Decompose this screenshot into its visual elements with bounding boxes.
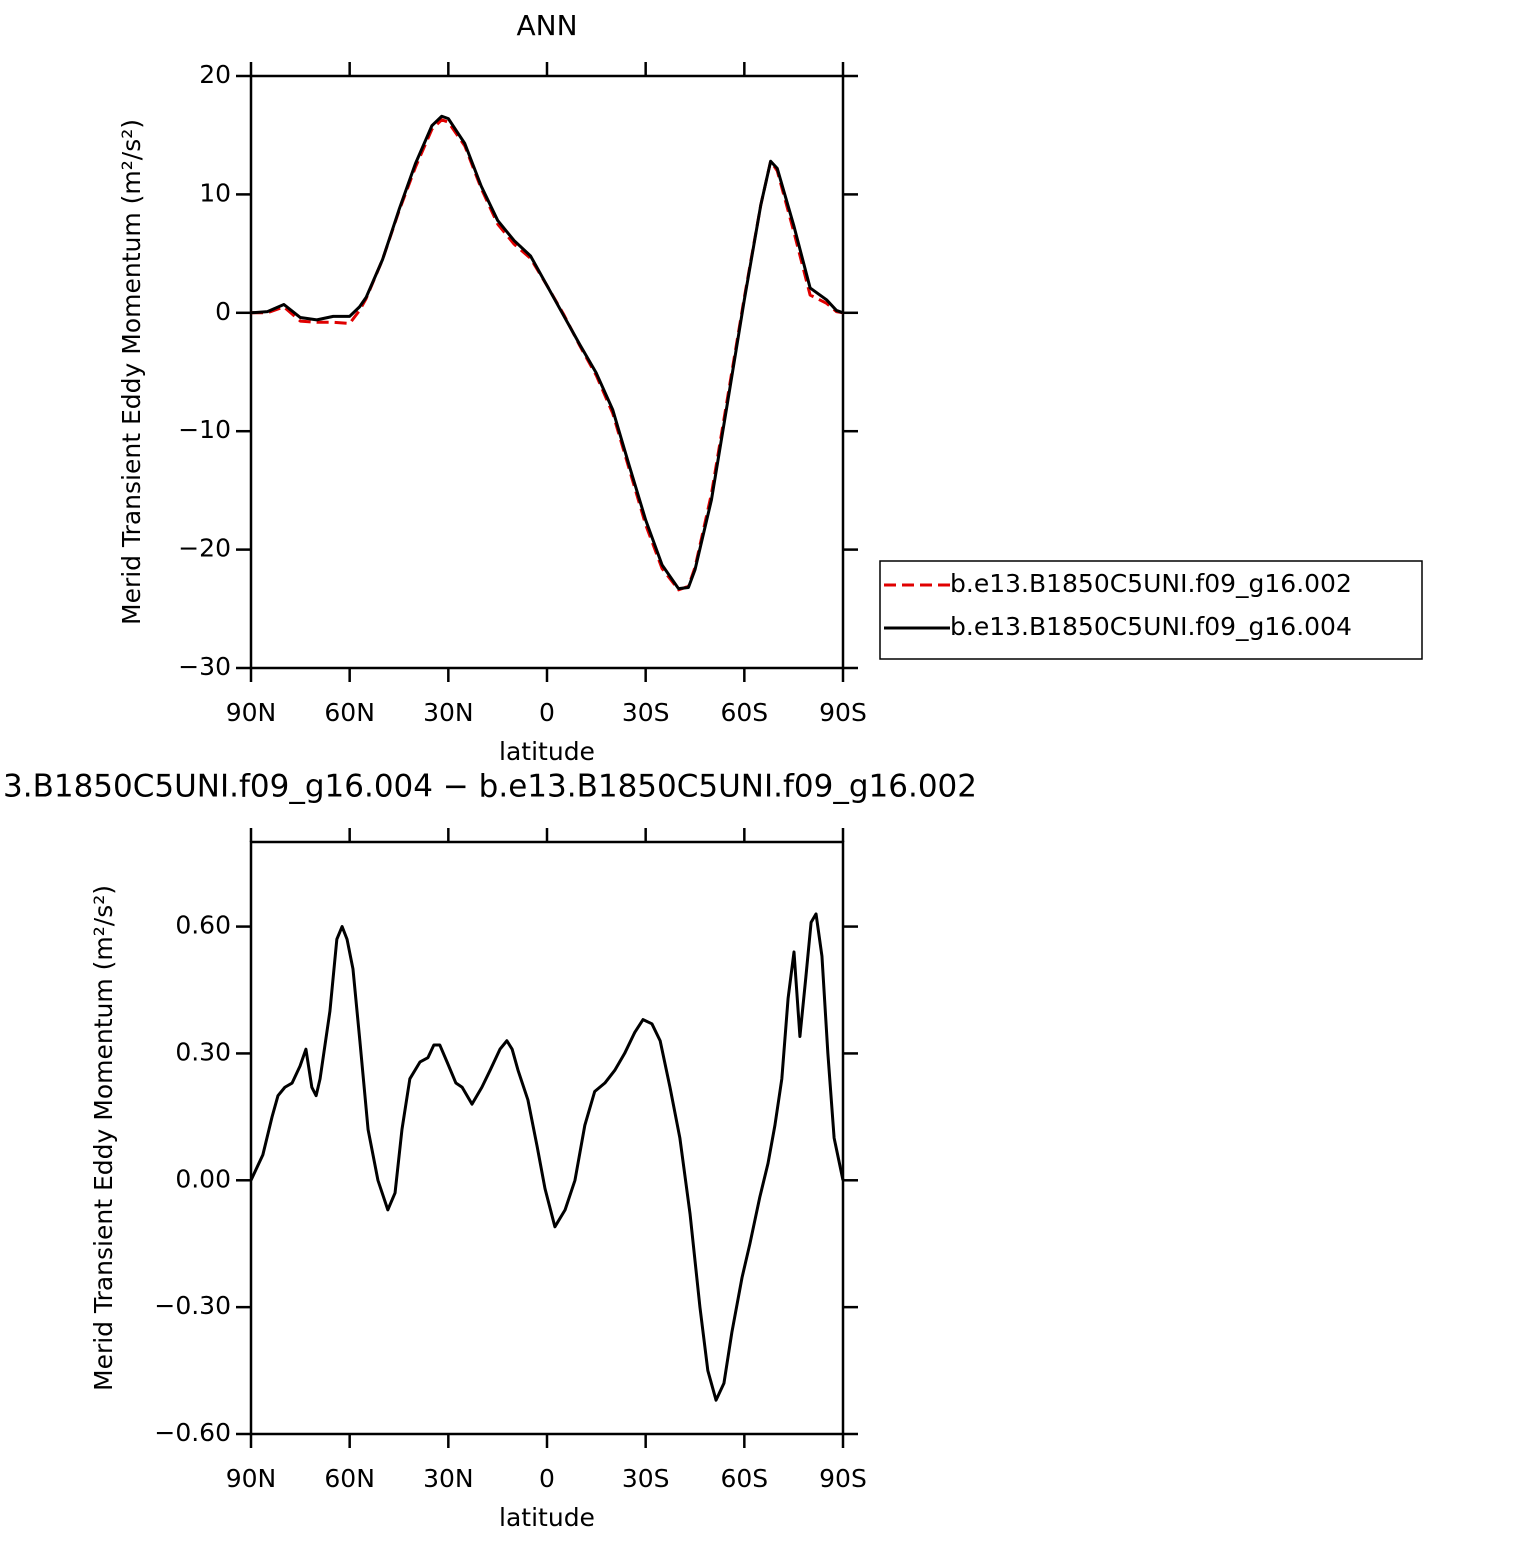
y-tick-label: 0.30 — [175, 1037, 231, 1066]
y-tick-label: 20 — [199, 60, 231, 89]
x-tick-label: 60N — [324, 1464, 375, 1493]
data-line — [249, 912, 845, 1402]
y-tick-label: 0.60 — [175, 911, 231, 940]
chart-title: ANN — [516, 9, 577, 42]
legend-label: b.e13.B1850C5UNI.f09_g16.004 — [950, 612, 1352, 641]
y-tick-label: −10 — [178, 415, 231, 444]
data-line — [251, 118, 844, 592]
x-tick-label: 90N — [226, 698, 277, 727]
x-tick-label: 30N — [423, 1464, 474, 1493]
chart-title: 3.B1850C5UNI.f09_g16.004 − b.e13.B1850C5… — [3, 769, 977, 805]
x-tick-label: 60S — [720, 698, 768, 727]
x-tick-label: 90S — [819, 1464, 867, 1493]
y-tick-label: 10 — [199, 178, 231, 207]
y-tick-label: 0.00 — [175, 1164, 231, 1193]
x-tick-label: 60N — [324, 698, 375, 727]
y-axis-label: Merid Transient Eddy Momentum (m²/s²) — [89, 885, 118, 1391]
x-tick-label: 90S — [819, 698, 867, 727]
y-axis-label: Merid Transient Eddy Momentum (m²/s²) — [117, 119, 146, 625]
legend-label: b.e13.B1850C5UNI.f09_g16.002 — [950, 569, 1352, 598]
x-axis-label: latitude — [499, 1503, 595, 1532]
y-tick-label: −0.30 — [154, 1291, 231, 1320]
y-tick-label: 0 — [215, 297, 231, 326]
y-tick-label: −20 — [178, 534, 231, 563]
x-tick-label: 0 — [539, 698, 555, 727]
x-tick-label: 60S — [720, 1464, 768, 1493]
x-tick-label: 30S — [622, 1464, 670, 1493]
plot-frame — [249, 74, 845, 670]
data-line — [250, 114, 844, 591]
x-tick-label: 30S — [622, 698, 670, 727]
y-tick-label: −30 — [178, 652, 231, 681]
x-tick-label: 30N — [423, 698, 474, 727]
legend-box — [879, 560, 1423, 660]
x-tick-label: 0 — [539, 1464, 555, 1493]
x-tick-label: 90N — [226, 1464, 277, 1493]
x-axis-label: latitude — [499, 737, 595, 766]
y-tick-label: −0.60 — [154, 1418, 231, 1447]
